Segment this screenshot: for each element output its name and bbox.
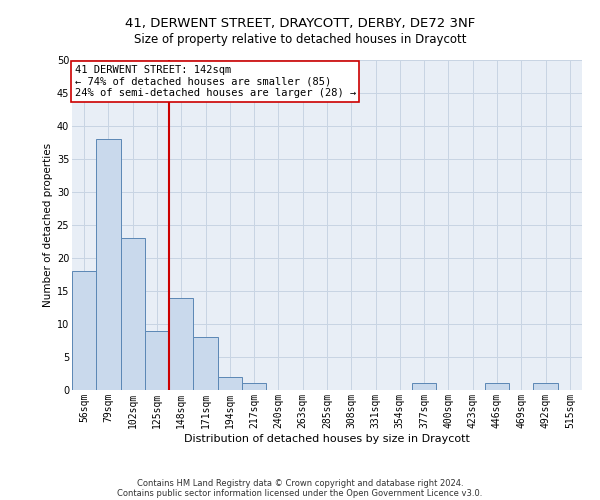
Bar [169,298,193,390]
X-axis label: Distribution of detached houses by size in Draycott: Distribution of detached houses by size … [184,434,470,444]
Y-axis label: Number of detached properties: Number of detached properties [43,143,53,307]
Text: Size of property relative to detached houses in Draycott: Size of property relative to detached ho… [134,32,466,46]
Bar [412,384,436,390]
Bar [485,384,509,390]
Text: Contains public sector information licensed under the Open Government Licence v3: Contains public sector information licen… [118,488,482,498]
Bar [72,271,96,390]
Text: 41 DERWENT STREET: 142sqm
← 74% of detached houses are smaller (85)
24% of semi-: 41 DERWENT STREET: 142sqm ← 74% of detac… [74,65,356,98]
Bar [218,377,242,390]
Bar [533,384,558,390]
Bar [193,337,218,390]
Bar [145,330,169,390]
Bar [96,139,121,390]
Text: Contains HM Land Registry data © Crown copyright and database right 2024.: Contains HM Land Registry data © Crown c… [137,478,463,488]
Bar [242,384,266,390]
Bar [121,238,145,390]
Text: 41, DERWENT STREET, DRAYCOTT, DERBY, DE72 3NF: 41, DERWENT STREET, DRAYCOTT, DERBY, DE7… [125,18,475,30]
